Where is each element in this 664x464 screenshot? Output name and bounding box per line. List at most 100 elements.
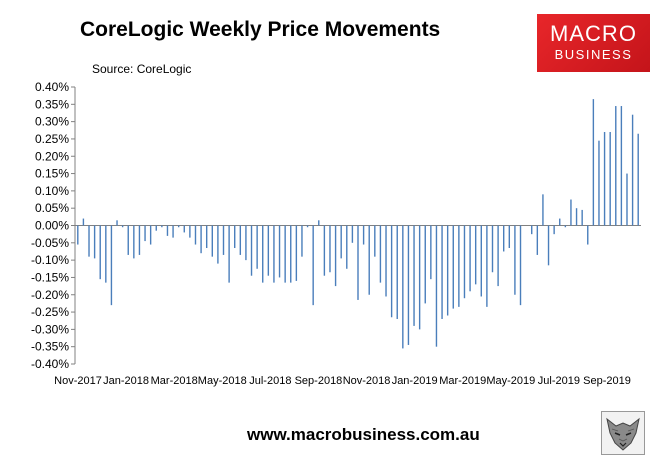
bar bbox=[211, 225, 213, 257]
website-url[interactable]: www.macrobusiness.com.au bbox=[247, 425, 480, 444]
bar bbox=[407, 225, 410, 345]
bar bbox=[503, 225, 505, 252]
y-tick-label: 0.30% bbox=[35, 115, 69, 129]
bar bbox=[581, 209, 583, 226]
x-tick-label: Jul-2019 bbox=[538, 375, 580, 387]
bar bbox=[615, 106, 617, 226]
bar bbox=[620, 106, 623, 226]
bar bbox=[82, 218, 85, 226]
x-tick-label: Sep-2019 bbox=[583, 375, 631, 387]
x-axis: Nov-2017 Jan-2018 Mar-2018 May-2018 Jul-2018… bbox=[54, 225, 641, 387]
bar-chart: 0.40% 0.35% 0.30% 0.25% 0.20% 0.15% 0.10% 0.05%… bbox=[31, 80, 641, 387]
x-tick-label: Jan-2019 bbox=[392, 375, 438, 387]
x-tick-label: May-2018 bbox=[198, 375, 247, 387]
y-tick-label: 0.00% bbox=[35, 219, 69, 233]
bar bbox=[77, 225, 79, 245]
bar bbox=[166, 225, 169, 236]
bar bbox=[217, 225, 219, 264]
bar bbox=[575, 208, 578, 226]
bar bbox=[346, 225, 348, 269]
bar bbox=[626, 173, 628, 226]
wolf-emblem-icon bbox=[601, 411, 645, 455]
bar bbox=[430, 225, 432, 280]
bar bbox=[334, 225, 337, 287]
bar bbox=[234, 225, 236, 249]
bar bbox=[357, 225, 359, 300]
bar bbox=[239, 225, 242, 255]
x-tick-label: Mar-2018 bbox=[151, 375, 198, 387]
bar bbox=[418, 225, 421, 330]
bar bbox=[133, 225, 135, 259]
bar bbox=[542, 194, 544, 226]
y-tick-label: 0.10% bbox=[35, 184, 69, 198]
bar bbox=[222, 225, 225, 255]
bar bbox=[402, 225, 404, 349]
bar bbox=[458, 225, 460, 307]
bar bbox=[144, 225, 146, 242]
bar bbox=[446, 225, 449, 316]
x-tick-label: Nov-2017 bbox=[54, 375, 102, 387]
bar bbox=[396, 225, 398, 319]
bar bbox=[514, 225, 516, 295]
bar bbox=[172, 225, 174, 238]
bar bbox=[637, 133, 639, 226]
bar bbox=[267, 225, 270, 276]
bar bbox=[323, 225, 326, 276]
bar bbox=[474, 225, 477, 285]
bar bbox=[536, 225, 539, 255]
bar bbox=[88, 225, 90, 257]
bar bbox=[290, 225, 292, 283]
x-tick-label: Jul-2018 bbox=[249, 375, 291, 387]
bar bbox=[424, 225, 426, 304]
bar bbox=[519, 225, 522, 306]
bar bbox=[374, 225, 376, 257]
bar bbox=[379, 225, 382, 283]
bar bbox=[564, 225, 567, 228]
bar bbox=[486, 225, 488, 307]
y-tick-label: -0.35% bbox=[31, 340, 69, 354]
bar bbox=[452, 225, 454, 309]
bar bbox=[110, 225, 113, 306]
y-tick-label: -0.20% bbox=[31, 288, 69, 302]
bar bbox=[284, 225, 286, 283]
y-tick-label: 0.35% bbox=[35, 97, 69, 111]
y-tick-label: -0.25% bbox=[31, 305, 69, 319]
y-tick-label: -0.40% bbox=[31, 357, 69, 371]
bar bbox=[245, 225, 247, 261]
x-tick-label: Mar-2019 bbox=[439, 375, 486, 387]
bar bbox=[105, 225, 107, 283]
bar bbox=[435, 225, 438, 347]
bar bbox=[570, 199, 572, 226]
y-axis: 0.40% 0.35% 0.30% 0.25% 0.20% 0.15% 0.10% 0.05%… bbox=[31, 80, 76, 371]
bar bbox=[385, 225, 387, 297]
bar bbox=[463, 225, 466, 299]
bar bbox=[262, 225, 264, 283]
bar bbox=[228, 225, 230, 283]
y-tick-label: 0.25% bbox=[35, 132, 69, 146]
macrobusiness-logo: MACRO BUSINESS bbox=[537, 14, 650, 72]
bar bbox=[149, 225, 152, 245]
x-tick-label: Jan-2018 bbox=[103, 375, 149, 387]
bar bbox=[318, 220, 320, 226]
bar bbox=[329, 225, 331, 273]
bar bbox=[547, 225, 550, 266]
bar bbox=[312, 225, 314, 306]
bar bbox=[441, 225, 443, 319]
x-tick-label: May-2019 bbox=[486, 375, 535, 387]
bar-series bbox=[77, 99, 639, 349]
bar bbox=[598, 140, 600, 226]
bar bbox=[362, 225, 365, 245]
bar bbox=[301, 225, 303, 257]
bar bbox=[155, 225, 157, 231]
bar bbox=[592, 99, 595, 226]
bar bbox=[559, 218, 561, 226]
bar bbox=[295, 225, 298, 281]
bar bbox=[351, 225, 354, 243]
y-tick-label: -0.15% bbox=[31, 270, 69, 284]
bar bbox=[469, 225, 471, 292]
bar bbox=[491, 225, 494, 273]
bar bbox=[116, 220, 118, 226]
bar bbox=[278, 225, 281, 278]
bar bbox=[177, 225, 180, 228]
bar bbox=[553, 225, 555, 235]
